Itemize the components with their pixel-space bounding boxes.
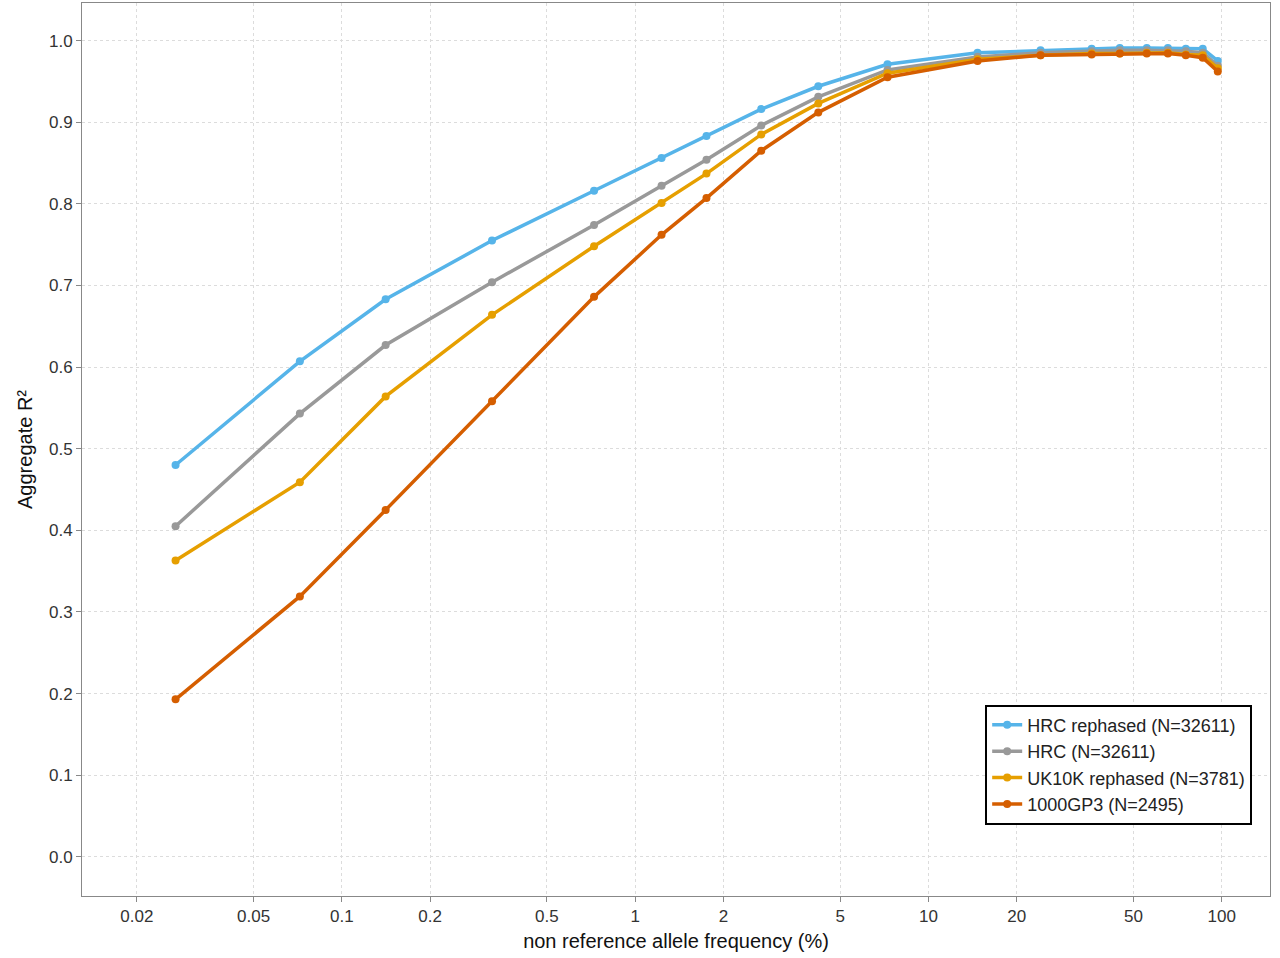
svg-text:0.9: 0.9 xyxy=(49,113,73,132)
svg-text:1000GP3 (N=2495): 1000GP3 (N=2495) xyxy=(1027,795,1184,815)
svg-text:0.1: 0.1 xyxy=(330,907,354,926)
svg-text:HRC (N=32611): HRC (N=32611) xyxy=(1027,742,1155,762)
svg-text:0.1: 0.1 xyxy=(49,766,73,785)
svg-text:50: 50 xyxy=(1124,907,1143,926)
svg-text:10: 10 xyxy=(919,907,938,926)
svg-text:0.2: 0.2 xyxy=(49,685,73,704)
svg-text:20: 20 xyxy=(1007,907,1026,926)
svg-text:1.0: 1.0 xyxy=(49,32,73,51)
svg-text:0.2: 0.2 xyxy=(418,907,442,926)
svg-text:2: 2 xyxy=(719,907,728,926)
svg-text:0.4: 0.4 xyxy=(49,521,73,540)
svg-text:0.5: 0.5 xyxy=(535,907,559,926)
svg-text:5: 5 xyxy=(835,907,844,926)
svg-text:non reference allele frequency: non reference allele frequency (%) xyxy=(523,930,829,952)
svg-text:0.8: 0.8 xyxy=(49,195,73,214)
svg-text:0.05: 0.05 xyxy=(237,907,270,926)
svg-text:0.02: 0.02 xyxy=(120,907,153,926)
svg-text:Aggregate R²: Aggregate R² xyxy=(14,390,36,509)
svg-text:0.7: 0.7 xyxy=(49,276,73,295)
svg-text:1: 1 xyxy=(630,907,639,926)
svg-text:UK10K rephased (N=3781): UK10K rephased (N=3781) xyxy=(1027,769,1245,789)
svg-text:0.6: 0.6 xyxy=(49,358,73,377)
svg-text:0.3: 0.3 xyxy=(49,603,73,622)
svg-text:0.0: 0.0 xyxy=(49,848,73,867)
svg-text:HRC rephased (N=32611): HRC rephased (N=32611) xyxy=(1027,716,1235,736)
svg-text:100: 100 xyxy=(1208,907,1236,926)
svg-text:0.5: 0.5 xyxy=(49,440,73,459)
